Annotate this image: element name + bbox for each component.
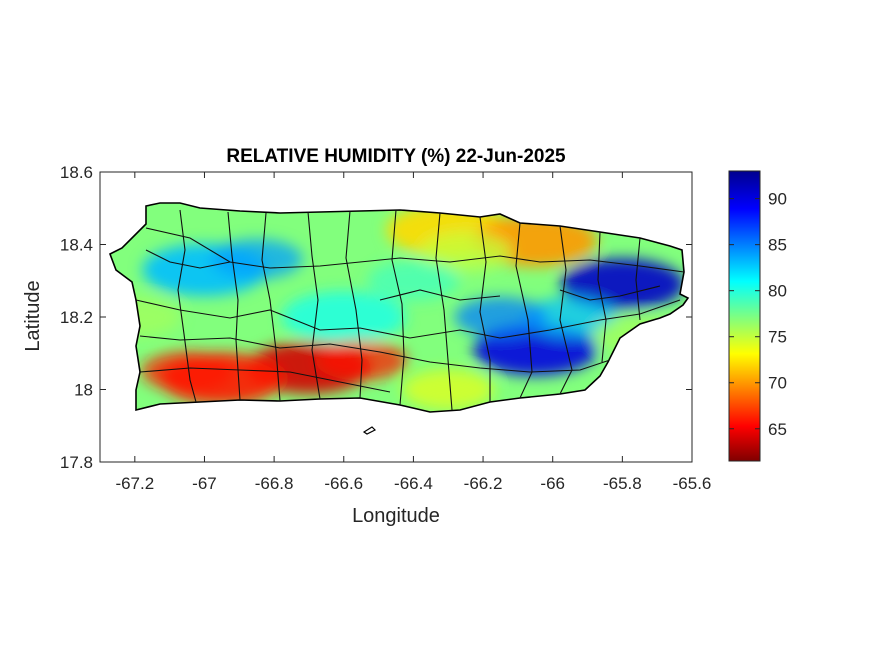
humidity-region — [402, 369, 495, 410]
humidity-region — [281, 291, 406, 343]
x-tick-label: -65.6 — [673, 474, 712, 493]
x-tick-label: -66.8 — [255, 474, 294, 493]
colorbar-tick-label: 65 — [768, 420, 787, 439]
municipality-boundary — [345, 210, 363, 399]
municipality-boundary — [177, 209, 197, 403]
municipality-boundary — [307, 211, 321, 400]
humidity-region — [315, 340, 408, 381]
y-tick-label: 17.8 — [60, 453, 93, 472]
municipality-boundary — [261, 212, 281, 402]
municipality-boundary — [515, 222, 533, 399]
x-tick-label: -66.4 — [394, 474, 433, 493]
colorbar-tick-label: 75 — [768, 328, 787, 347]
x-tick-label: -66.6 — [324, 474, 363, 493]
y-tick-label: 18.2 — [60, 308, 93, 327]
humidity-field — [110, 203, 688, 412]
x-tick-label: -67.2 — [115, 474, 154, 493]
colorbar-tick-label: 80 — [768, 282, 787, 301]
municipality-boundary — [435, 212, 453, 411]
humidity-region — [367, 260, 460, 301]
y-tick-label: 18.4 — [60, 236, 93, 255]
x-tick-label: -66.2 — [464, 474, 503, 493]
humidity-region — [524, 297, 617, 337]
humidity-region — [141, 351, 234, 392]
municipality-boundary — [227, 211, 241, 401]
x-tick-label: -67 — [192, 474, 217, 493]
municipality-boundary — [379, 289, 501, 301]
y-axis-ticks: 18.6 18.4 18.2 18 17.8 — [60, 163, 692, 472]
x-tick-label: -65.8 — [603, 474, 642, 493]
municipality-boundary — [597, 231, 607, 363]
caja-de-muertos-islet — [362, 426, 377, 435]
municipality-boundary — [559, 285, 661, 301]
colorbar-tick-label: 90 — [768, 190, 787, 209]
colorbar-ticks: 90 85 80 75 70 65 — [729, 190, 787, 439]
x-axis-label: Longitude — [352, 505, 440, 527]
x-axis-ticks: -67.2 -67 -66.8 -66.6 -66.4 -66.2 -66 -65.8 -65.… — [115, 172, 711, 493]
municipality-boundary — [479, 216, 491, 402]
municipality-boundary — [391, 209, 405, 406]
x-tick-label: -66 — [540, 474, 565, 493]
municipality-boundary — [139, 367, 391, 393]
humidity-region — [560, 258, 685, 311]
chart-title: RELATIVE HUMIDITY (%) 22-Jun-2025 — [226, 146, 566, 167]
colorbar-tick-label: 70 — [768, 374, 787, 393]
colorbar-tick-label: 85 — [768, 236, 787, 255]
municipality-boundary — [635, 237, 641, 321]
island-outline — [108, 202, 690, 435]
humidity-region — [454, 297, 547, 337]
y-tick-label: 18.6 — [60, 163, 93, 182]
y-tick-label: 18 — [74, 381, 93, 400]
coastline — [108, 202, 690, 413]
municipality-boundary — [135, 299, 681, 339]
municipality-boundary — [139, 335, 611, 373]
municipality-boundary — [145, 249, 231, 269]
y-axis-label: Latitude — [22, 280, 44, 351]
colorbar — [728, 170, 761, 462]
municipality-boundary — [559, 225, 573, 395]
